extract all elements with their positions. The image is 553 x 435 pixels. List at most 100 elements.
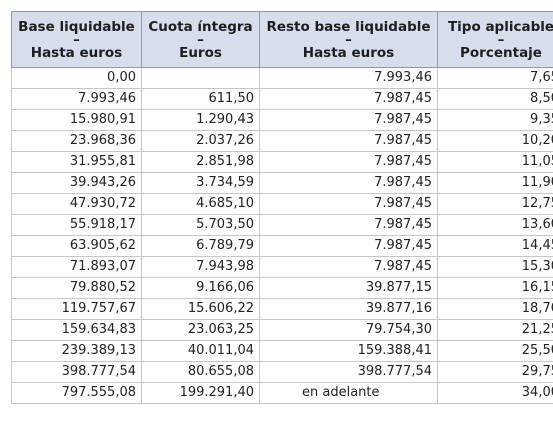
- cell-tipo-aplicable: 8,50: [437, 88, 553, 110]
- cell-base-liquidable: 239.389,13: [11, 340, 142, 362]
- cell-cuota-integra: 2.037,26: [141, 130, 260, 152]
- cell-base-liquidable: 79.880,52: [11, 277, 142, 299]
- cell-base-liquidable: 797.555,08: [11, 382, 142, 404]
- cell-resto-base-liquidable: 7.993,46: [259, 67, 438, 89]
- cell-resto-base-liquidable: 7.987,45: [259, 235, 438, 257]
- cell-cuota-integra: 1.290,43: [141, 109, 260, 131]
- cell-resto-base-liquidable: 7.987,45: [259, 130, 438, 152]
- cell-cuota-integra: 40.011,04: [141, 340, 260, 362]
- cell-cuota-integra: 15.606,22: [141, 298, 260, 320]
- table-row: 23.968,36 2.037,26 7.987,45 10,20: [11, 130, 553, 152]
- table-row: 31.955,81 2.851,98 7.987,45 11,05: [11, 151, 553, 173]
- cell-cuota-integra: 2.851,98: [141, 151, 260, 173]
- header-resto-base-liquidable: Resto base liquidable – Hasta euros: [259, 11, 438, 68]
- cell-tipo-aplicable: 11,90: [437, 172, 553, 194]
- table-row: 47.930,72 4.685,10 7.987,45 12,75: [11, 193, 553, 215]
- table-row: 7.993,46 611,50 7.987,45 8,50: [11, 88, 553, 110]
- cell-tipo-aplicable: 16,15: [437, 277, 553, 299]
- table-row: 119.757,67 15.606,22 39.877,16 18,70: [11, 298, 553, 320]
- header-separator: –: [73, 31, 80, 48]
- cell-resto-base-liquidable: 7.987,45: [259, 193, 438, 215]
- tax-scale-table: Base liquidable – Hasta euros Cuota ínte…: [11, 11, 553, 404]
- cell-resto-base-liquidable: 7.987,45: [259, 214, 438, 236]
- header-title: Resto base liquidable: [266, 18, 431, 35]
- cell-cuota-integra: [141, 67, 260, 89]
- cell-tipo-aplicable: 14,45: [437, 235, 553, 257]
- cell-base-liquidable: 63.905,62: [11, 235, 142, 257]
- cell-resto-base-liquidable: 7.987,45: [259, 151, 438, 173]
- cell-cuota-integra: 611,50: [141, 88, 260, 110]
- table-row: 239.389,13 40.011,04 159.388,41 25,50: [11, 340, 553, 362]
- table-row: 39.943,26 3.734,59 7.987,45 11,90: [11, 172, 553, 194]
- cell-base-liquidable: 55.918,17: [11, 214, 142, 236]
- header-tipo-aplicable: Tipo aplicable – Porcentaje: [437, 11, 553, 68]
- cell-base-liquidable: 23.968,36: [11, 130, 142, 152]
- cell-cuota-integra: 80.655,08: [141, 361, 260, 383]
- cell-tipo-aplicable: 13,60: [437, 214, 553, 236]
- table-row: 71.893,07 7.943,98 7.987,45 15,30: [11, 256, 553, 278]
- cell-resto-base-liquidable: 79.754,30: [259, 319, 438, 341]
- cell-base-liquidable: 159.634,83: [11, 319, 142, 341]
- header-cuota-integra: Cuota íntegra – Euros: [141, 11, 260, 68]
- cell-base-liquidable: 119.757,67: [11, 298, 142, 320]
- header-separator: –: [497, 31, 505, 48]
- cell-base-liquidable: 47.930,72: [11, 193, 142, 215]
- header-separator: –: [197, 31, 204, 48]
- cell-cuota-integra: 7.943,98: [141, 256, 260, 278]
- table-row: 79.880,52 9.166,06 39.877,15 16,15: [11, 277, 553, 299]
- header-row: Base liquidable – Hasta euros Cuota ínte…: [11, 11, 553, 68]
- cell-tipo-aplicable: 21,25: [437, 319, 553, 341]
- cell-tipo-aplicable: 18,70: [437, 298, 553, 320]
- table-header: Base liquidable – Hasta euros Cuota ínte…: [11, 11, 553, 68]
- cell-resto-base-liquidable: 39.877,15: [259, 277, 438, 299]
- table-row: 797.555,08 199.291,40 en adelante 34,00: [11, 382, 553, 404]
- header-unit: Euros: [179, 44, 222, 61]
- cell-cuota-integra: 4.685,10: [141, 193, 260, 215]
- table-row: 15.980,91 1.290,43 7.987,45 9,35: [11, 109, 553, 131]
- cell-tipo-aplicable: 7,65: [437, 67, 553, 89]
- table-row: 159.634,83 23.063,25 79.754,30 21,25: [11, 319, 553, 341]
- table-body: 0,00 7.993,46 7,65 7.993,46 611,50 7.987…: [11, 67, 553, 404]
- cell-cuota-integra: 5.703,50: [141, 214, 260, 236]
- cell-cuota-integra: 199.291,40: [141, 382, 260, 404]
- header-title: Base liquidable: [18, 18, 135, 35]
- header-separator: –: [345, 31, 352, 48]
- cell-tipo-aplicable: 10,20: [437, 130, 553, 152]
- cell-cuota-integra: 9.166,06: [141, 277, 260, 299]
- cell-base-liquidable: 15.980,91: [11, 109, 142, 131]
- header-title: Cuota íntegra: [148, 18, 253, 35]
- cell-base-liquidable: 31.955,81: [11, 151, 142, 173]
- cell-resto-base-liquidable: 159.388,41: [259, 340, 438, 362]
- cell-tipo-aplicable: 11,05: [437, 151, 553, 173]
- header-unit: Hasta euros: [302, 44, 395, 61]
- cell-resto-base-liquidable: 7.987,45: [259, 109, 438, 131]
- table-row: 398.777,54 80.655,08 398.777,54 29,75: [11, 361, 553, 383]
- header-unit: Hasta euros: [30, 44, 123, 61]
- cell-resto-base-liquidable: 7.987,45: [259, 256, 438, 278]
- cell-resto-base-liquidable: 39.877,16: [259, 298, 438, 320]
- cell-resto-base-liquidable: en adelante: [259, 382, 438, 404]
- cell-base-liquidable: 39.943,26: [11, 172, 142, 194]
- table-row: 55.918,17 5.703,50 7.987,45 13,60: [11, 214, 553, 236]
- cell-tipo-aplicable: 29,75: [437, 361, 553, 383]
- cell-base-liquidable: 7.993,46: [11, 88, 142, 110]
- cell-tipo-aplicable: 34,00: [437, 382, 553, 404]
- header-base-liquidable: Base liquidable – Hasta euros: [11, 11, 142, 68]
- cell-tipo-aplicable: 25,50: [437, 340, 553, 362]
- cell-cuota-integra: 6.789,79: [141, 235, 260, 257]
- header-unit: Porcentaje: [460, 44, 542, 61]
- cell-resto-base-liquidable: 7.987,45: [259, 88, 438, 110]
- table-row: 63.905,62 6.789,79 7.987,45 14,45: [11, 235, 553, 257]
- cell-tipo-aplicable: 12,75: [437, 193, 553, 215]
- cell-tipo-aplicable: 9,35: [437, 109, 553, 131]
- header-title: Tipo aplicable: [447, 18, 553, 35]
- cell-base-liquidable: 398.777,54: [11, 361, 142, 383]
- cell-resto-base-liquidable: 7.987,45: [259, 172, 438, 194]
- cell-resto-base-liquidable: 398.777,54: [259, 361, 438, 383]
- cell-base-liquidable: 71.893,07: [11, 256, 142, 278]
- cell-cuota-integra: 3.734,59: [141, 172, 260, 194]
- cell-tipo-aplicable: 15,30: [437, 256, 553, 278]
- cell-base-liquidable: 0,00: [11, 67, 142, 89]
- cell-cuota-integra: 23.063,25: [141, 319, 260, 341]
